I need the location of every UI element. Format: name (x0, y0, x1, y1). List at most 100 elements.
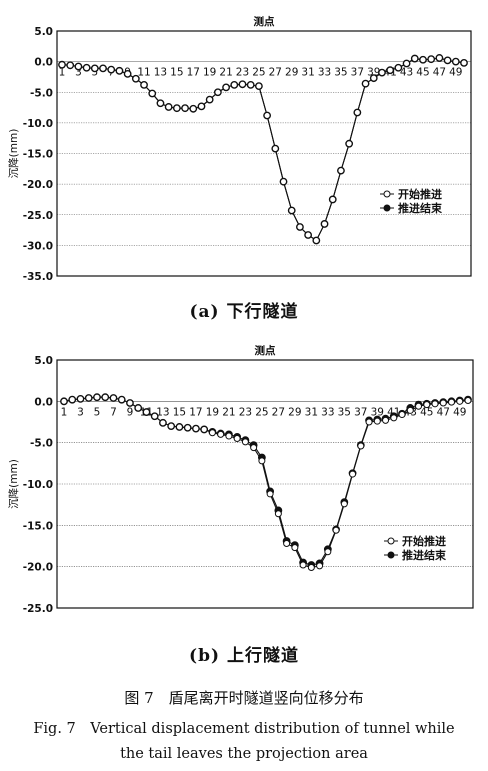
xtick-label-0-15: 31 (301, 67, 314, 79)
xtick-label-1-16: 33 (321, 406, 334, 418)
legend-label-0-0: 开始推进 (398, 187, 442, 201)
point-0-0-41 (394, 64, 402, 72)
ytick-label-1-6: -25.0 (23, 603, 53, 615)
point-1-0-49 (464, 397, 472, 405)
caption-en-line2: the tail leaves the projection area (120, 746, 368, 762)
point-0-0-45 (427, 55, 435, 63)
xtick-label-1-13: 27 (272, 406, 285, 418)
point-1-0-8 (126, 399, 134, 407)
point-1-0-37 (365, 418, 373, 426)
xtick-label-1-4: 9 (127, 406, 134, 418)
point-1-0-42 (406, 406, 414, 414)
point-1-0-18 (208, 429, 216, 437)
xtick-label-0-12: 25 (252, 67, 265, 79)
xtick-label-1-22: 45 (420, 406, 433, 418)
point-0-0-15 (181, 104, 189, 112)
point-0-0-25 (263, 112, 271, 120)
point-0-0-7 (115, 67, 123, 75)
point-0-0-8 (124, 70, 132, 78)
xtick-label-0-10: 21 (219, 67, 232, 79)
point-0-0-6 (107, 66, 115, 74)
point-1-0-14 (175, 423, 183, 431)
xtick-label-1-6: 13 (156, 406, 169, 418)
xtick-label-1-7: 15 (173, 406, 186, 418)
point-0-0-46 (435, 54, 443, 62)
xtick-label-0-9: 19 (203, 67, 216, 79)
xtick-label-0-21: 43 (400, 67, 413, 79)
xtick-label-1-15: 31 (305, 406, 318, 418)
xtick-label-0-24: 49 (449, 67, 462, 79)
xtick-label-0-13: 27 (269, 67, 282, 79)
point-0-0-23 (247, 81, 255, 89)
ytick-label-0-4: -15.0 (23, 149, 53, 161)
caption-en-line1: Fig. 7 Vertical displacement distributio… (33, 721, 455, 737)
point-0-0-40 (386, 66, 394, 74)
ytick-label-0-2: -5.0 (30, 87, 53, 99)
point-0-0-24 (255, 82, 263, 90)
plot-frame-1 (56, 359, 474, 609)
x-axis-title-1: 测点 (255, 344, 276, 357)
xtick-label-0-18: 37 (351, 67, 364, 79)
xtick-label-1-10: 21 (222, 406, 235, 418)
point-1-0-34 (340, 500, 348, 508)
point-1-0-3 (85, 394, 93, 402)
point-1-0-24 (258, 457, 266, 465)
point-1-0-47 (448, 398, 456, 406)
ytick-label-1-0: 5.0 (34, 355, 53, 367)
point-1-0-30 (307, 563, 315, 571)
legend-label-1-0: 开始推进 (402, 534, 446, 548)
xtick-label-0-5: 11 (137, 67, 150, 79)
point-1-0-1 (68, 396, 76, 404)
ytick-label-0-7: -30.0 (23, 240, 53, 252)
xtick-label-1-12: 25 (255, 406, 268, 418)
xtick-label-0-7: 15 (170, 67, 183, 79)
xtick-label-1-9: 19 (206, 406, 219, 418)
xtick-label-1-8: 17 (189, 406, 202, 418)
point-1-0-17 (200, 425, 208, 433)
point-0-0-9 (132, 75, 140, 83)
point-1-0-29 (299, 561, 307, 569)
point-1-0-38 (373, 417, 381, 425)
point-0-0-32 (321, 220, 329, 228)
point-1-0-31 (316, 562, 324, 570)
point-0-0-14 (173, 104, 181, 112)
xtick-label-1-23: 47 (437, 406, 450, 418)
ytick-label-1-1: 0.0 (34, 396, 53, 408)
point-0-0-11 (148, 89, 156, 97)
point-0-0-1 (66, 61, 74, 69)
point-0-0-13 (165, 103, 173, 111)
y-axis-title-1: 沉降(mm) (7, 459, 20, 509)
point-0-0-43 (411, 55, 419, 63)
point-1-0-15 (184, 424, 192, 432)
ytick-label-0-8: -35.0 (23, 271, 53, 283)
xtick-label-1-18: 37 (354, 406, 367, 418)
point-1-0-20 (225, 432, 233, 440)
point-0-0-19 (214, 88, 222, 96)
legend-marker-1-1 (387, 551, 395, 559)
xtick-label-1-14: 29 (288, 406, 301, 418)
legend-label-1-1: 推进结束 (402, 548, 447, 562)
point-0-0-36 (353, 108, 361, 116)
xtick-label-0-0: 1 (59, 67, 66, 79)
point-1-0-36 (357, 442, 365, 450)
xtick-label-0-17: 35 (334, 67, 347, 79)
point-1-0-35 (349, 470, 357, 478)
point-0-0-21 (230, 81, 238, 89)
point-1-0-26 (274, 510, 282, 518)
point-1-0-48 (456, 397, 464, 405)
point-1-0-25 (266, 490, 274, 498)
point-0-0-49 (460, 59, 468, 67)
ytick-label-1-2: -5.0 (30, 438, 53, 450)
point-0-0-26 (271, 145, 279, 153)
point-1-0-21 (233, 435, 241, 443)
ytick-label-1-4: -15.0 (23, 520, 53, 532)
xtick-label-0-1: 3 (75, 67, 82, 79)
point-0-0-47 (444, 56, 452, 64)
xtick-label-1-11: 23 (239, 406, 252, 418)
legend-label-0-1: 推进结束 (398, 201, 443, 215)
chart-a: 5.0 0.0 -5.0 -10.0 -15.0 -20.0 -25.0 -30.0 -35.0… (7, 15, 472, 283)
point-1-0-44 (423, 401, 431, 409)
chart-b: 5.00.0-5.0-10.0-15.0-20.0-25.01357911131… (7, 344, 474, 615)
xtick-label-0-23: 47 (433, 67, 446, 79)
